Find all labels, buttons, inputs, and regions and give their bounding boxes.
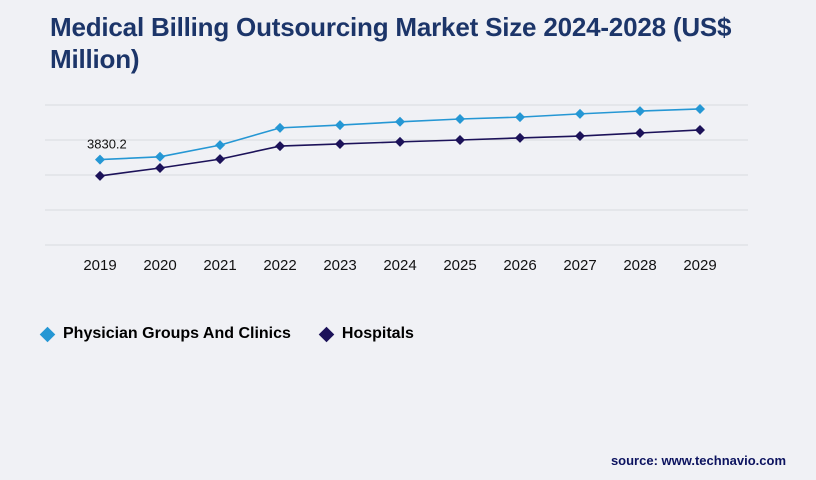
chart-legend: Physician Groups And Clinics Hospitals (39, 322, 414, 346)
legend-item-physician-groups[interactable]: Physician Groups And Clinics (39, 322, 291, 346)
legend-item-hospitals[interactable]: Hospitals (318, 322, 414, 346)
svg-text:2029: 2029 (683, 257, 716, 274)
svg-text:2020: 2020 (143, 257, 176, 274)
svg-text:3830.2: 3830.2 (87, 137, 127, 152)
legend-marker-diamond-icon (39, 326, 56, 342)
legend-label-physician-groups: Physician Groups And Clinics (63, 325, 291, 342)
svg-text:2022: 2022 (263, 257, 296, 274)
source-attribution: source: www.technavio.com (610, 453, 786, 468)
svg-text:2023: 2023 (323, 257, 356, 274)
svg-text:2019: 2019 (83, 257, 116, 274)
svg-text:2021: 2021 (203, 257, 236, 274)
svg-text:2025: 2025 (443, 257, 476, 274)
line-chart: 2019 2020 2021 2022 2023 2024 2025 2026 2027 2028… (45, 103, 748, 274)
legend-label-hospitals: Hospitals (341, 325, 414, 342)
svg-text:2026: 2026 (503, 257, 536, 274)
svg-text:2027: 2027 (563, 257, 596, 274)
chart-title: Medical Billing Outsourcing Market Size … (50, 12, 732, 74)
svg-text:2028: 2028 (623, 257, 656, 274)
legend-marker-diamond-icon (318, 326, 335, 342)
svg-text:2024: 2024 (383, 257, 416, 274)
